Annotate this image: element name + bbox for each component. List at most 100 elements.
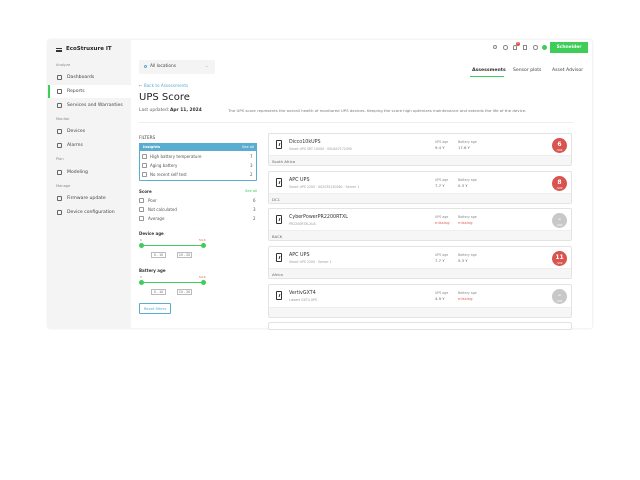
- score-badge: 6/100: [552, 138, 567, 153]
- back-link[interactable]: ← Back to Assessments: [139, 83, 189, 88]
- ups-icon: [276, 215, 282, 224]
- sidebar-item-alarms[interactable]: Alarms: [48, 139, 131, 152]
- status-dot: [542, 45, 547, 50]
- ups-age-value: 7.7 Y: [435, 183, 445, 188]
- score-scale: /100: [556, 224, 563, 227]
- reset-filters-button[interactable]: Reset filters: [139, 303, 171, 314]
- battery-age-label: Battery age: [458, 178, 477, 182]
- checkbox-high-battery-temp[interactable]: [142, 154, 147, 159]
- ups-icon: [276, 291, 282, 300]
- menu-icon[interactable]: [56, 48, 62, 52]
- checkbox-aging-battery[interactable]: [142, 163, 147, 168]
- score-value: 8: [557, 179, 562, 186]
- score-badge: –/100: [552, 213, 567, 228]
- device-name[interactable]: APC UPS: [289, 253, 310, 258]
- device-location: Africa: [269, 268, 571, 278]
- device-name[interactable]: Dicco10kUPS: [289, 140, 321, 145]
- gear-icon: [57, 210, 62, 215]
- sidebar-item-label: Modeling: [67, 170, 88, 175]
- filter-count: 6: [253, 197, 256, 203]
- device-model: PR2200RTXL2UA: [289, 222, 316, 226]
- settings-icon[interactable]: [533, 45, 538, 50]
- device-model: Smart UPS 2200 · AS2035150280 · Server 1: [289, 185, 360, 189]
- chevron-down-icon: ⌄: [205, 63, 209, 68]
- sidebar-item-modeling[interactable]: Modeling: [48, 166, 131, 179]
- firmware-icon: [57, 196, 62, 201]
- sidebar-item-label: Device configuration: [67, 210, 115, 215]
- battery-age-to[interactable]: 10 - 20: [177, 289, 192, 295]
- device-name[interactable]: VertivGXT4: [289, 291, 316, 296]
- tab-sensor-plots[interactable]: Sensor plots: [513, 68, 542, 73]
- filter-label: No recent self test: [150, 171, 187, 177]
- device-card[interactable]: CyberPowerPR2200RTXL PR2200RTXL2UA UPS a…: [268, 208, 572, 241]
- sidebar-item-firmware[interactable]: Firmware update: [48, 192, 131, 205]
- tab-asset-advisor[interactable]: Asset Advisor: [552, 68, 584, 73]
- battery-age-value: 5.3 Y: [458, 258, 468, 263]
- filter-label: Average: [148, 215, 165, 221]
- sidebar-item-dashboards[interactable]: Dashboards: [48, 71, 131, 84]
- schneider-button[interactable]: Schneider: [550, 42, 588, 53]
- device-location: DC1: [269, 193, 571, 203]
- device-name[interactable]: CyberPowerPR2200RTXL: [289, 215, 348, 220]
- device-location: BACK: [269, 230, 571, 240]
- app-logo: EcoStruxure IT: [66, 46, 112, 52]
- warranty-icon: [57, 103, 62, 108]
- filter-count: 7: [250, 153, 253, 159]
- battery-age-value: 17.6 Y: [458, 145, 470, 150]
- score-value: 6: [557, 141, 562, 148]
- slider-handle-min[interactable]: [139, 280, 144, 285]
- device-age-slider[interactable]: [139, 243, 206, 248]
- device-name[interactable]: APC UPS: [289, 178, 310, 183]
- sidebar-item-reports[interactable]: Reports: [48, 85, 131, 98]
- sidebar-item-services[interactable]: Services and Warranties: [48, 99, 131, 112]
- pin-icon[interactable]: [523, 45, 527, 50]
- sidebar-item-label: Devices: [67, 129, 86, 134]
- sidebar-item-device-config[interactable]: Device configuration: [48, 206, 131, 219]
- battery-age-title: Battery age: [139, 268, 166, 273]
- ups-icon: [276, 178, 282, 187]
- checkbox-average[interactable]: [139, 216, 144, 221]
- ups-age-label: UPS age: [435, 140, 449, 144]
- battery-age-value: 0.3 Y: [458, 183, 468, 188]
- battery-age-slider[interactable]: [139, 280, 206, 285]
- checkbox-poor[interactable]: [139, 198, 144, 203]
- filter-count: 2: [250, 171, 253, 177]
- score-see-all[interactable]: See all: [245, 189, 258, 193]
- device-card[interactable]: VertivGXT4 Liebert GXT4 UPS UPS age 4.9 …: [268, 284, 572, 318]
- section-monitor: Monitor: [56, 117, 70, 121]
- tab-assessments[interactable]: Assessments: [472, 68, 506, 73]
- sidebar-item-label: Alarms: [67, 143, 83, 148]
- ups-age-value: 9.4 Y: [435, 145, 445, 150]
- device-age-from[interactable]: 0 - 10: [151, 252, 166, 258]
- device-card-partial: [268, 322, 572, 330]
- insights-header: [139, 143, 257, 151]
- insights-see-all[interactable]: See all: [242, 144, 255, 149]
- device-card[interactable]: APC UPS Smart UPS 2200 · AS2035150280 · …: [268, 171, 572, 204]
- notification-badge: 1: [516, 42, 520, 46]
- help-icon[interactable]: [503, 45, 508, 50]
- device-age-to[interactable]: 10 - 20: [177, 252, 192, 258]
- slider-handle-min[interactable]: [139, 243, 144, 248]
- battery-age-label: Battery age: [458, 253, 477, 257]
- location-select[interactable]: [139, 60, 215, 74]
- ups-age-value: 7.7 Y: [435, 258, 445, 263]
- device-card[interactable]: Dicco10kUPS Smart UPS SRT 10000 · 00UA47…: [268, 133, 572, 166]
- page-title: UPS Score: [139, 92, 190, 103]
- sidebar-item-devices[interactable]: Devices: [48, 125, 131, 138]
- filter-label: Aging battery: [150, 162, 178, 168]
- location-icon: [144, 65, 147, 68]
- slider-handle-max[interactable]: [201, 280, 206, 285]
- sidebar-item-label: Dashboards: [67, 75, 95, 80]
- bell-icon[interactable]: [513, 45, 517, 50]
- checkbox-no-self-test[interactable]: [142, 172, 147, 177]
- checkbox-not-calculated[interactable]: [139, 207, 144, 212]
- section-plan: Plan: [56, 157, 64, 161]
- last-updated-value: Apr 11, 2024: [170, 108, 202, 113]
- device-card[interactable]: APC UPS Smart UPS 2200 · Server 1 UPS ag…: [268, 246, 572, 279]
- battery-age-label: Battery age: [458, 140, 477, 144]
- search-icon[interactable]: [493, 45, 497, 49]
- filter-label: Poor: [148, 197, 157, 203]
- filters-title: FILTERS: [139, 135, 156, 140]
- slider-handle-max[interactable]: [201, 243, 206, 248]
- battery-age-from[interactable]: 0 - 10: [151, 289, 166, 295]
